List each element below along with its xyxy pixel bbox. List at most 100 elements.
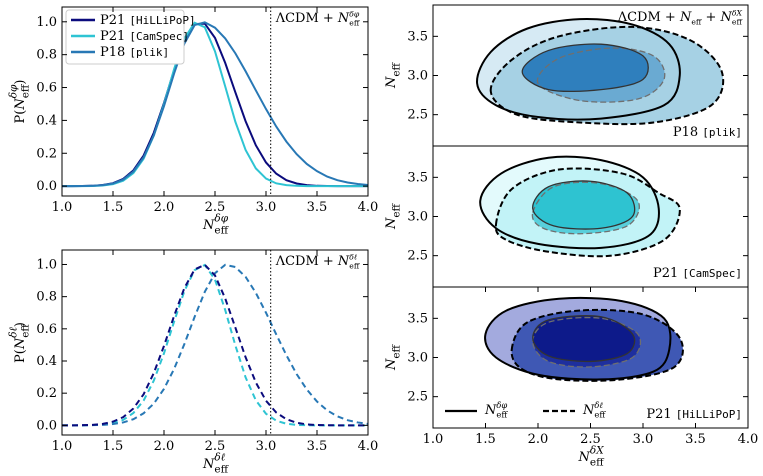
curve <box>62 263 368 427</box>
text-part: P( <box>13 110 28 124</box>
x-tick-label: 4.0 <box>358 439 379 454</box>
text-part: δℓ <box>8 326 20 337</box>
text-part: eff <box>496 410 508 420</box>
text-part: eff <box>20 323 32 338</box>
text-part: N <box>337 11 350 26</box>
text-part: δφ <box>349 10 360 19</box>
text-part: ΛCDM + <box>617 10 680 25</box>
x-tick-label: 2.0 <box>528 432 549 447</box>
text-part: ΛCDM + <box>275 11 338 26</box>
y-tick-label: 2.5 <box>407 108 428 123</box>
x-tick-label: 2.5 <box>580 432 601 447</box>
text-part: eff <box>214 225 229 237</box>
text-part: eff <box>391 61 403 76</box>
y-tick-label: 0.6 <box>36 81 57 96</box>
x-tick-label: 2.5 <box>205 439 226 454</box>
plot-area <box>476 17 725 126</box>
x-tick-label: 2.0 <box>154 200 175 215</box>
y-tick-label: 0.4 <box>36 354 57 369</box>
text-part: + <box>701 10 720 25</box>
contour-edge <box>494 167 681 258</box>
y-tick-label: 1.0 <box>36 257 57 272</box>
contour-edge <box>531 181 640 235</box>
text-part: eff <box>349 261 360 270</box>
contour-fill <box>522 43 649 92</box>
x-axis-label: Neffδℓ <box>202 452 230 476</box>
text-part: δφ <box>214 213 228 225</box>
x-tick-label: 4.0 <box>738 432 759 447</box>
text-part: δℓ <box>594 400 603 410</box>
text-part: δX <box>732 9 743 18</box>
annotation: ΛCDM + Neff + NeffδX <box>617 9 743 27</box>
y-tick-label: 3.5 <box>407 311 428 326</box>
text-part: δX <box>590 445 604 457</box>
plot-area <box>479 155 681 258</box>
legend-label: P18 [plik] <box>100 45 169 60</box>
annotation: ΛCDM + Neffδℓ <box>275 253 360 271</box>
legend-label: Neffδφ <box>484 400 508 420</box>
legend-label: P21 [CamSpec] <box>100 29 189 44</box>
x-tick-label: 3.0 <box>256 439 277 454</box>
curve <box>62 263 368 427</box>
x-tick-label: 1.5 <box>103 439 124 454</box>
curve <box>62 21 368 188</box>
text-part: δφ <box>496 400 507 410</box>
text-part: N <box>13 337 28 350</box>
y-tick-label: 3.0 <box>407 210 428 225</box>
contour-fill <box>532 180 635 230</box>
text-part: ΛCDM + <box>275 254 338 269</box>
text-part: eff <box>349 18 360 27</box>
contour-edge <box>489 25 725 126</box>
y-tick-label: 0.8 <box>36 48 57 63</box>
text-part: N <box>384 76 399 89</box>
y-tick-label: 2.5 <box>407 249 428 264</box>
contour-edge <box>532 315 636 363</box>
text-part: eff <box>594 410 606 420</box>
x-tick-label: 1.0 <box>52 439 73 454</box>
y-axis-label: Neff <box>384 343 403 371</box>
plot-area <box>484 296 684 382</box>
text-part: ) <box>13 80 28 85</box>
contour-edge <box>510 308 684 382</box>
text-part: P( <box>13 349 28 363</box>
y-tick-label: 3.0 <box>407 69 428 84</box>
y-axis-label: Neff <box>384 202 403 230</box>
x-tick-label: 3.5 <box>307 200 328 215</box>
y-tick-label: 3.0 <box>407 351 428 366</box>
x-axis-label: Neffδφ <box>202 213 230 237</box>
x-axis-label: NeffδX <box>578 445 606 469</box>
x-tick-label: 1.0 <box>423 432 444 447</box>
y-tick-label: 0.8 <box>36 290 57 305</box>
text-part: eff <box>590 457 605 469</box>
x-tick-label: 3.5 <box>685 432 706 447</box>
panel-label: P18 [plik] <box>673 125 742 140</box>
x-tick-label: 3.0 <box>633 432 654 447</box>
text-part: ) <box>13 322 28 327</box>
text-part: N <box>484 403 497 418</box>
x-tick-label: 2.0 <box>154 439 175 454</box>
x-tick-label: 1.0 <box>52 200 73 215</box>
legend-box <box>65 9 185 65</box>
contour-edge <box>521 43 649 93</box>
y-axis-label: P(Neffδφ) <box>8 80 32 124</box>
panel-label: P21 [HiLLiPoP] <box>646 407 742 422</box>
y-tick-label: 0.6 <box>36 322 57 337</box>
text-part: eff <box>391 202 403 217</box>
text-part: N <box>202 457 215 472</box>
text-part: N <box>202 218 215 233</box>
legend-label: P21 [HiLLiPoP] <box>100 13 196 28</box>
y-tick-label: 0.0 <box>36 179 57 194</box>
panel-label: P21 [CamSpec] <box>653 266 742 281</box>
text-part: δℓ <box>349 253 358 262</box>
plot-area <box>62 263 368 427</box>
contour-edge <box>532 316 642 368</box>
contour-edge <box>536 47 666 103</box>
text-part: δℓ <box>214 452 225 464</box>
text-part: N <box>720 10 733 25</box>
x-tick-label: 3.5 <box>307 439 328 454</box>
annotation: ΛCDM + Neffδφ <box>275 10 360 28</box>
y-tick-label: 2.5 <box>407 390 428 405</box>
